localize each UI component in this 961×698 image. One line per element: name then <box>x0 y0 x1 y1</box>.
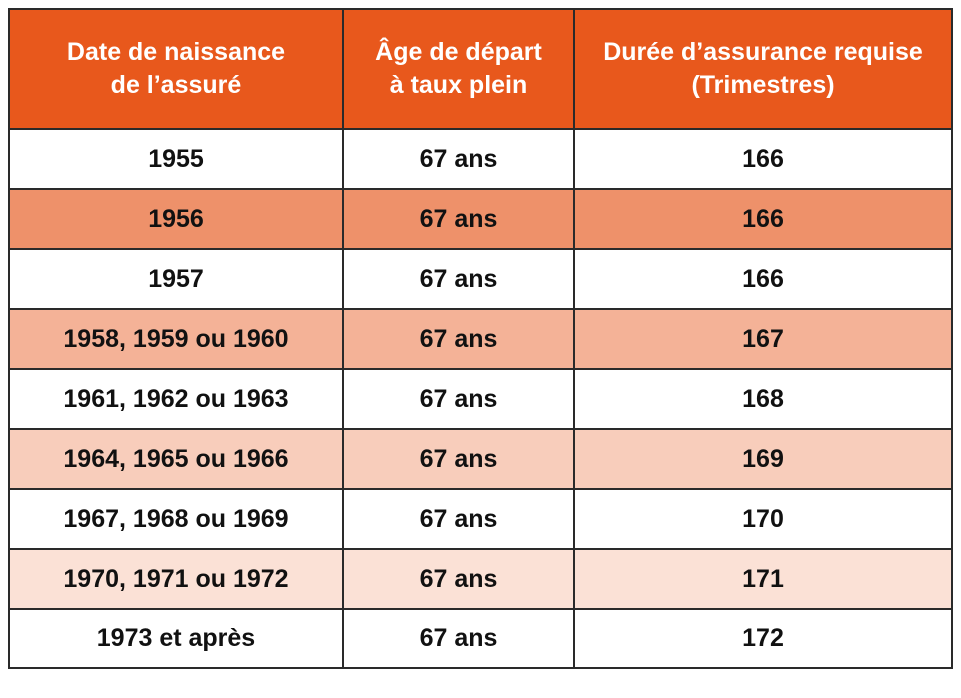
cell-birth-date: 1973 et après <box>8 608 344 669</box>
table-row: 1956 67 ans 166 <box>8 188 953 250</box>
cell-quarters: 167 <box>573 308 953 370</box>
header-birth-date-line2: de l’assuré <box>110 71 242 99</box>
cell-quarters: 172 <box>573 608 953 669</box>
cell-age: 67 ans <box>342 608 575 669</box>
cell-age: 67 ans <box>342 488 575 550</box>
header-birth-date-line1: Date de naissance <box>66 38 286 66</box>
cell-age: 67 ans <box>342 368 575 430</box>
header-row: Date de naissance de l’assuré Âge de dép… <box>8 8 953 130</box>
header-required-duration: Durée d’assurance requise (Trimestres) <box>573 8 953 130</box>
header-full-rate-age-line2: à taux plein <box>389 71 528 99</box>
table-row: 1958, 1959 ou 1960 67 ans 167 <box>8 308 953 370</box>
header-birth-date: Date de naissance de l’assuré <box>8 8 344 130</box>
cell-quarters: 169 <box>573 428 953 490</box>
cell-birth-date: 1958, 1959 ou 1960 <box>8 308 344 370</box>
cell-age: 67 ans <box>342 188 575 250</box>
table-body: 1955 67 ans 166 1956 67 ans 166 1957 67 … <box>8 128 953 669</box>
cell-birth-date: 1956 <box>8 188 344 250</box>
cell-age: 67 ans <box>342 548 575 610</box>
retirement-table-container: Date de naissance de l’assuré Âge de dép… <box>8 8 953 694</box>
header-full-rate-age-line1: Âge de départ <box>375 38 542 66</box>
table-row: 1955 67 ans 166 <box>8 128 953 190</box>
cell-quarters: 166 <box>573 188 953 250</box>
cell-birth-date: 1955 <box>8 128 344 190</box>
table-row: 1964, 1965 ou 1966 67 ans 169 <box>8 428 953 490</box>
cell-quarters: 171 <box>573 548 953 610</box>
cell-quarters: 170 <box>573 488 953 550</box>
cell-quarters: 168 <box>573 368 953 430</box>
cell-quarters: 166 <box>573 128 953 190</box>
table-row: 1957 67 ans 166 <box>8 248 953 310</box>
header-full-rate-age: Âge de départ à taux plein <box>342 8 575 130</box>
table-row: 1973 et après 67 ans 172 <box>8 608 953 669</box>
cell-birth-date: 1957 <box>8 248 344 310</box>
retirement-table: Date de naissance de l’assuré Âge de dép… <box>8 8 953 669</box>
table-row: 1967, 1968 ou 1969 67 ans 170 <box>8 488 953 550</box>
table-row: 1970, 1971 ou 1972 67 ans 171 <box>8 548 953 610</box>
header-required-duration-line1: Durée d’assurance requise <box>603 38 923 66</box>
cell-age: 67 ans <box>342 428 575 490</box>
cell-age: 67 ans <box>342 308 575 370</box>
header-required-duration-line2: (Trimestres) <box>691 71 835 99</box>
cell-age: 67 ans <box>342 128 575 190</box>
cell-birth-date: 1970, 1971 ou 1972 <box>8 548 344 610</box>
cell-birth-date: 1964, 1965 ou 1966 <box>8 428 344 490</box>
cell-birth-date: 1961, 1962 ou 1963 <box>8 368 344 430</box>
cell-birth-date: 1967, 1968 ou 1969 <box>8 488 344 550</box>
table-row: 1961, 1962 ou 1963 67 ans 168 <box>8 368 953 430</box>
cell-age: 67 ans <box>342 248 575 310</box>
cell-quarters: 166 <box>573 248 953 310</box>
